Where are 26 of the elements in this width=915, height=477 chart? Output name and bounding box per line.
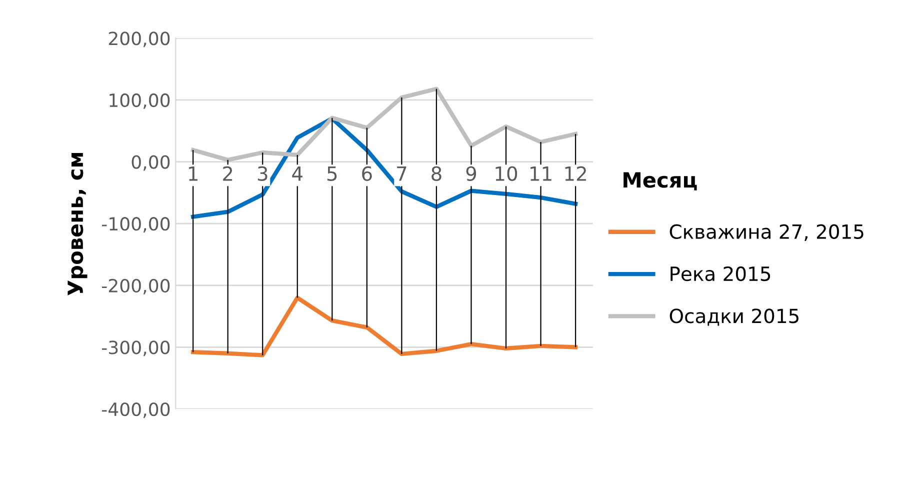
y-tick-label: 100,00 bbox=[110, 93, 170, 109]
legend-label: Река 2015 bbox=[670, 266, 770, 282]
x-tick-label: 12 bbox=[565, 166, 586, 181]
x-tick-label: 10 bbox=[496, 166, 518, 181]
x-tick-label: 11 bbox=[530, 166, 552, 181]
x-tick-label: 6 bbox=[362, 166, 372, 181]
y-tick-label: 0,00 bbox=[132, 155, 170, 171]
y-tick-label: -200,00 bbox=[102, 278, 170, 294]
y-tick-label: -300,00 bbox=[102, 340, 170, 356]
x-tick-label: 7 bbox=[397, 166, 406, 181]
x-axis-title: Месяц bbox=[624, 172, 697, 190]
x-tick-label: 9 bbox=[466, 166, 476, 181]
y-axis-title: Уровень, см bbox=[68, 152, 88, 296]
x-tick-label: 1 bbox=[189, 166, 198, 181]
line-series bbox=[190, 296, 578, 358]
y-tick-label: -100,00 bbox=[102, 217, 170, 233]
x-tick-label: 4 bbox=[292, 166, 302, 181]
y-tick-label: -400,00 bbox=[102, 402, 170, 418]
x-tick-label: 3 bbox=[258, 166, 268, 181]
x-tick-label: 5 bbox=[327, 166, 337, 181]
x-tick-label: 2 bbox=[223, 166, 232, 181]
legend-label: Осадки 2015 bbox=[670, 308, 798, 326]
legend-label: Скважина 27, 2015 bbox=[670, 224, 864, 241]
y-tick-label: 200,00 bbox=[108, 32, 170, 48]
line-series bbox=[190, 86, 578, 162]
x-tick-label: 8 bbox=[432, 166, 442, 181]
